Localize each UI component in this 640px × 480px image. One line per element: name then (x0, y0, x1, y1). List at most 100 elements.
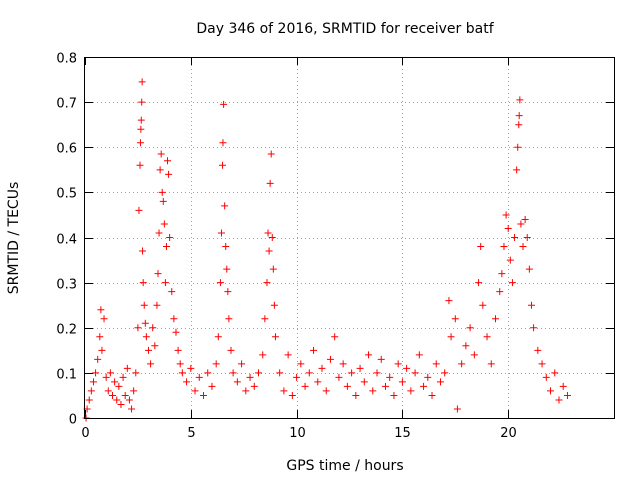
data-point (270, 301, 278, 309)
y-tick-label: 0.8 (56, 52, 77, 67)
y-tick-label: 0.2 (56, 323, 77, 338)
data-point (132, 369, 140, 377)
data-point (496, 288, 504, 296)
data-point (96, 333, 104, 341)
data-point (318, 364, 326, 372)
data-point (138, 78, 146, 86)
data-point (170, 315, 178, 323)
data-point (92, 369, 100, 377)
data-point (89, 378, 97, 386)
data-point (525, 265, 533, 273)
data-point (139, 247, 147, 255)
data-point (109, 391, 117, 399)
data-point (445, 297, 453, 305)
data-point (216, 279, 224, 287)
data-point (165, 170, 173, 178)
data-point (498, 270, 506, 278)
data-point (217, 229, 225, 237)
data-point (293, 373, 301, 381)
data-point (115, 382, 123, 390)
data-point (477, 243, 485, 251)
data-point (111, 378, 119, 386)
data-point (147, 360, 155, 368)
data-point (343, 382, 351, 390)
data-point (515, 121, 523, 129)
data-point (314, 378, 322, 386)
data-point (310, 346, 318, 354)
data-point (242, 387, 250, 395)
data-point (551, 369, 559, 377)
data-point (547, 387, 555, 395)
data-point (373, 369, 381, 377)
data-point (394, 360, 402, 368)
data-point (183, 378, 191, 386)
data-point (519, 243, 527, 251)
data-point (266, 179, 274, 187)
data-point (390, 391, 398, 399)
data-point (403, 364, 411, 372)
data-point (155, 229, 163, 237)
data-point (475, 279, 483, 287)
data-point (504, 224, 512, 232)
data-point (161, 279, 169, 287)
x-tick-label: 10 (289, 426, 306, 441)
data-point (398, 378, 406, 386)
data-point (255, 369, 263, 377)
data-point (523, 234, 531, 241)
data-point (162, 243, 170, 251)
data-point (134, 324, 142, 332)
data-point (106, 369, 114, 377)
data-point (447, 333, 455, 341)
data-point (261, 315, 269, 323)
data-point (85, 396, 93, 404)
data-points (82, 78, 571, 422)
data-point (381, 382, 389, 390)
axis-ticks: 0 0.1 0.2 0.3 0.4 0.5 0.6 0.7 0.8 0 5 10 15 20 (56, 52, 614, 441)
data-point (224, 288, 232, 296)
data-point (119, 373, 127, 381)
data-point (98, 346, 106, 354)
data-point (128, 405, 136, 413)
data-point (542, 373, 550, 381)
data-point (151, 342, 159, 350)
data-point (222, 243, 230, 251)
data-point (214, 333, 222, 341)
x-tick-label: 0 (81, 426, 89, 441)
data-point (506, 256, 514, 264)
data-point (265, 247, 273, 255)
data-point (276, 369, 284, 377)
data-point (301, 382, 309, 390)
data-point (121, 391, 129, 399)
data-point (97, 306, 105, 314)
data-point (269, 265, 277, 273)
data-point (466, 324, 474, 332)
data-point (227, 346, 235, 354)
data-point (223, 265, 231, 273)
data-point (555, 396, 563, 404)
data-point (411, 369, 419, 377)
data-point (113, 396, 121, 404)
y-tick-label: 0 (69, 413, 77, 428)
data-point (94, 355, 102, 363)
data-point (297, 360, 305, 368)
data-point (331, 333, 339, 341)
data-point (156, 166, 164, 174)
data-point (462, 342, 470, 350)
data-point (208, 382, 216, 390)
data-point (141, 319, 149, 327)
data-point (288, 391, 296, 399)
data-point (559, 382, 567, 390)
data-point (268, 234, 276, 241)
data-point (157, 150, 165, 158)
data-point (516, 96, 524, 104)
data-point (264, 229, 272, 237)
data-point (280, 387, 288, 395)
data-point (322, 387, 330, 395)
data-point (335, 373, 343, 381)
data-point (166, 234, 174, 241)
data-point (377, 355, 385, 363)
data-point (229, 369, 237, 377)
data-point (154, 270, 162, 278)
y-tick-label: 0.3 (56, 278, 77, 293)
y-tick-label: 0.6 (56, 142, 77, 157)
